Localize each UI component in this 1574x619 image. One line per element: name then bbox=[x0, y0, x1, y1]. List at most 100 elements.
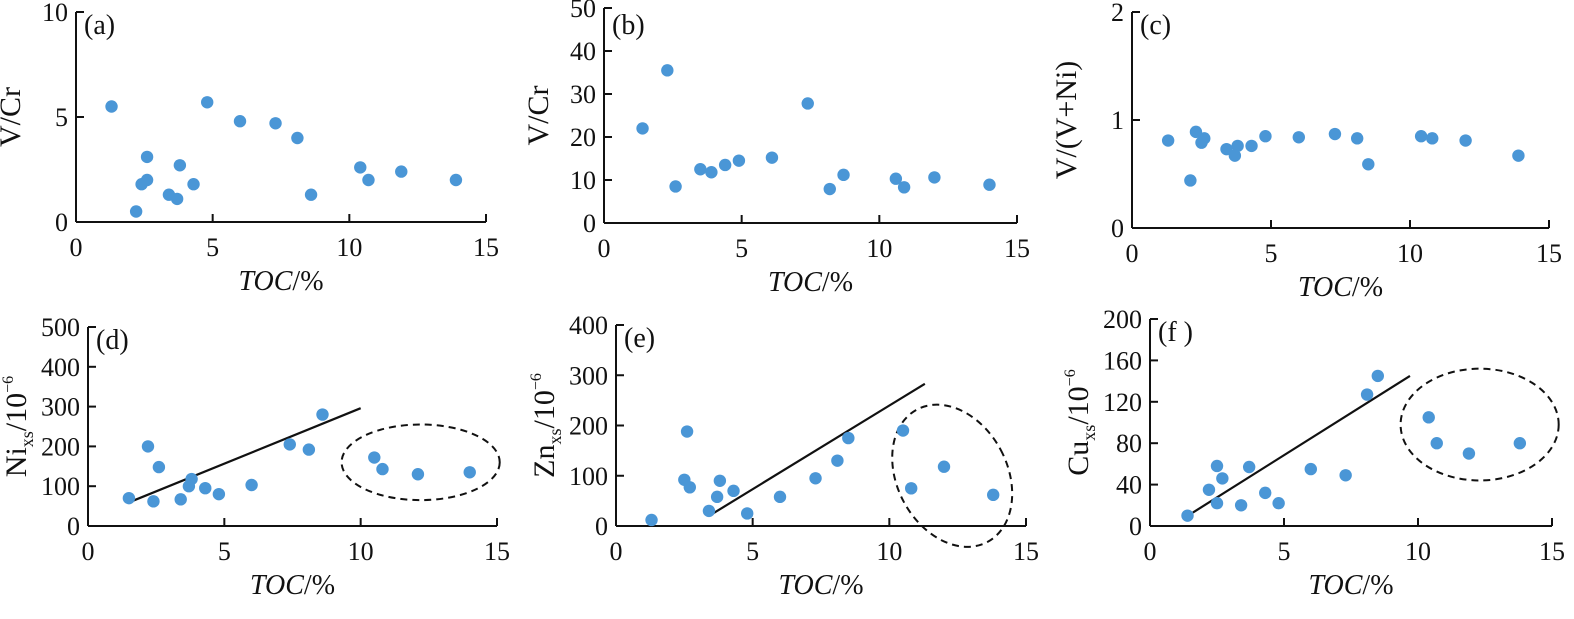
data-point bbox=[122, 491, 136, 505]
x-tick-label: 0 bbox=[610, 537, 623, 566]
panel-label: (c) bbox=[1140, 10, 1171, 41]
data-point bbox=[233, 115, 247, 128]
chart-panel-e: 0 5 10 15 0 100 200 300 400 (e) TOC/% Znxs/10−6 bbox=[528, 311, 1039, 601]
data-point bbox=[269, 117, 282, 130]
y-tick-label: 300 bbox=[569, 361, 608, 390]
data-point bbox=[212, 487, 226, 501]
data-point bbox=[174, 493, 187, 506]
data-point bbox=[897, 181, 911, 194]
y-tick-label: 5 bbox=[55, 103, 68, 132]
trend-line bbox=[1192, 374, 1411, 514]
chart-panel-d: 0 5 10 15 0 100 200 300 400 500 (d) TOC/% Nixs/10−6 bbox=[0, 313, 510, 601]
x-tick-label: 0 bbox=[70, 233, 83, 262]
data-point bbox=[1231, 139, 1244, 153]
data-point bbox=[291, 131, 304, 145]
data-point bbox=[187, 178, 200, 191]
panel-label: (e) bbox=[624, 323, 655, 354]
data-point bbox=[362, 173, 375, 187]
y-tick-label: 40 bbox=[570, 37, 596, 66]
y-tick-label: 500 bbox=[41, 313, 80, 342]
outlier-group-ellipse bbox=[1399, 367, 1560, 482]
data-point bbox=[152, 460, 166, 474]
data-point bbox=[773, 490, 787, 504]
data-point bbox=[1272, 497, 1285, 510]
y-axis-label: Nixs/10−6 bbox=[0, 376, 37, 477]
x-tick-label: 5 bbox=[206, 233, 219, 262]
data-point bbox=[727, 484, 740, 498]
y-tick-label: 0 bbox=[595, 512, 608, 541]
data-point bbox=[732, 154, 746, 167]
data-point bbox=[1462, 447, 1476, 460]
x-tick-label: 5 bbox=[1278, 537, 1291, 566]
y-tick-label: 20 bbox=[570, 123, 596, 152]
x-tick-label: 15 bbox=[484, 537, 510, 566]
data-point bbox=[105, 100, 118, 113]
y-tick-label: 1 bbox=[1111, 106, 1124, 135]
data-point bbox=[1210, 459, 1224, 473]
data-point bbox=[316, 408, 329, 421]
data-point bbox=[199, 481, 212, 495]
panel-label: (d) bbox=[96, 325, 129, 356]
y-tick-label: 40 bbox=[1116, 471, 1142, 500]
data-point bbox=[765, 151, 779, 164]
data-point bbox=[1304, 462, 1318, 476]
panel-label: (b) bbox=[612, 10, 645, 41]
chart-panel-c: 0 5 10 15 0 1 2 (c) TOC/% V/(V+Ni) bbox=[1050, 0, 1562, 303]
outlier-group-ellipse bbox=[340, 423, 501, 502]
y-axis-label: V/(V+Ni) bbox=[1050, 61, 1083, 180]
y-tick-label: 0 bbox=[583, 209, 596, 238]
data-point bbox=[1259, 486, 1272, 500]
y-tick-label: 2 bbox=[1111, 0, 1124, 27]
data-point bbox=[1414, 130, 1428, 143]
data-point bbox=[928, 171, 941, 184]
x-tick-label: 0 bbox=[82, 537, 95, 566]
x-tick-label: 15 bbox=[1013, 537, 1039, 566]
data-point bbox=[809, 472, 822, 485]
data-point bbox=[1181, 509, 1194, 522]
data-point bbox=[1328, 127, 1342, 141]
y-tick-label: 0 bbox=[67, 512, 80, 541]
data-point bbox=[1426, 132, 1439, 145]
data-point bbox=[801, 97, 814, 110]
y-tick-label: 400 bbox=[41, 353, 80, 382]
y-tick-label: 200 bbox=[569, 412, 608, 441]
data-point bbox=[983, 178, 996, 191]
data-point bbox=[376, 462, 389, 476]
data-point bbox=[823, 182, 836, 196]
data-point bbox=[1202, 483, 1216, 496]
data-point bbox=[354, 161, 367, 174]
data-point bbox=[1198, 132, 1211, 145]
x-tick-label: 15 bbox=[1004, 234, 1030, 263]
y-tick-label: 120 bbox=[1103, 388, 1142, 417]
x-tick-label: 10 bbox=[866, 234, 892, 263]
trend-line bbox=[708, 382, 926, 517]
y-tick-label: 160 bbox=[1103, 346, 1142, 375]
data-point bbox=[283, 438, 296, 451]
x-tick-label: 15 bbox=[1536, 239, 1562, 268]
y-axis-label: Znxs/10−6 bbox=[528, 373, 565, 478]
data-point bbox=[1360, 388, 1374, 401]
data-point bbox=[1210, 497, 1224, 510]
data-point bbox=[395, 165, 408, 178]
data-point bbox=[1371, 369, 1385, 383]
x-axis-label: TOC/% bbox=[1298, 272, 1383, 303]
x-tick-label: 5 bbox=[218, 537, 231, 566]
x-axis-label: TOC/% bbox=[778, 570, 863, 601]
data-point bbox=[636, 122, 649, 135]
data-point bbox=[694, 163, 707, 176]
data-point bbox=[831, 454, 844, 467]
y-tick-label: 10 bbox=[570, 166, 596, 195]
data-point bbox=[1459, 134, 1472, 147]
chart-panel-f: 0 5 10 15 0 40 80 120 160 200 (f ) TOC/% Cuxs/10−6 bbox=[1062, 305, 1565, 601]
data-point bbox=[1220, 142, 1233, 156]
x-tick-label: 10 bbox=[876, 537, 902, 566]
outlier-group-ellipse bbox=[891, 403, 1014, 548]
data-point bbox=[896, 424, 910, 437]
x-tick-label: 10 bbox=[1397, 239, 1423, 268]
data-point bbox=[905, 482, 918, 495]
data-point bbox=[1161, 134, 1175, 147]
data-point bbox=[147, 495, 160, 508]
x-tick-label: 10 bbox=[336, 233, 362, 262]
x-axis-label: TOC/% bbox=[1308, 570, 1393, 601]
